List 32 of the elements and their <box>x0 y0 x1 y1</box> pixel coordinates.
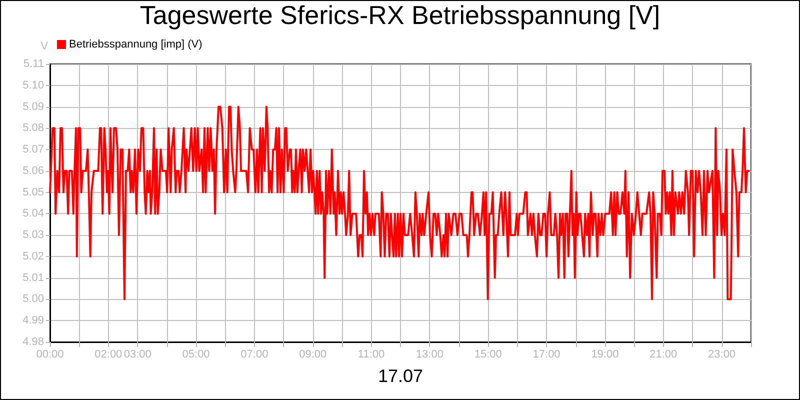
x-tick-label: 19:00 <box>591 348 619 360</box>
legend-label: Betriebsspannung [imp] (V) <box>69 38 202 50</box>
x-tick-label: 11:00 <box>358 348 385 360</box>
y-tick-label: 5.01 <box>22 272 44 284</box>
x-tick-label: 02:00 <box>94 348 122 360</box>
x-tick-label: 17:00 <box>532 348 560 360</box>
y-tick-label: 5.03 <box>22 229 44 242</box>
x-tick-label: 05:00 <box>182 348 210 360</box>
y-tick-label: 5.00 <box>22 293 44 306</box>
y-tick-label: 5.11 <box>23 58 44 70</box>
y-tick-label: 5.04 <box>22 208 44 220</box>
line-series <box>49 106 750 300</box>
y-tick-label: 5.10 <box>22 79 44 92</box>
y-tick-label: 5.02 <box>22 250 44 262</box>
y-tick-label: 5.09 <box>22 100 44 113</box>
x-tick-label: 13:00 <box>416 348 444 360</box>
y-tick-label: 4.98 <box>22 336 44 348</box>
y-axis-title: V <box>40 40 49 52</box>
chart-title: Tageswerte Sferics-RX Betriebsspannung [V] <box>140 0 660 30</box>
x-tick-label: 00:00 <box>36 348 64 360</box>
x-tick-label: 09:00 <box>299 348 327 360</box>
x-tick-label: 23:00 <box>708 348 736 360</box>
x-axis-title: 17.07 <box>378 366 424 386</box>
y-tick-label: 4.99 <box>22 314 44 327</box>
y-tick-label: 5.07 <box>22 144 44 156</box>
y-tick-label: 5.08 <box>22 122 44 134</box>
x-tick-label: 21:00 <box>650 348 678 360</box>
x-tick-label: 07:00 <box>240 348 268 360</box>
y-tick-label: 5.05 <box>22 186 44 198</box>
y-tick-label: 5.06 <box>22 164 44 177</box>
x-tick-label: 03:00 <box>124 348 152 360</box>
x-tick-label: 15:00 <box>474 348 502 360</box>
